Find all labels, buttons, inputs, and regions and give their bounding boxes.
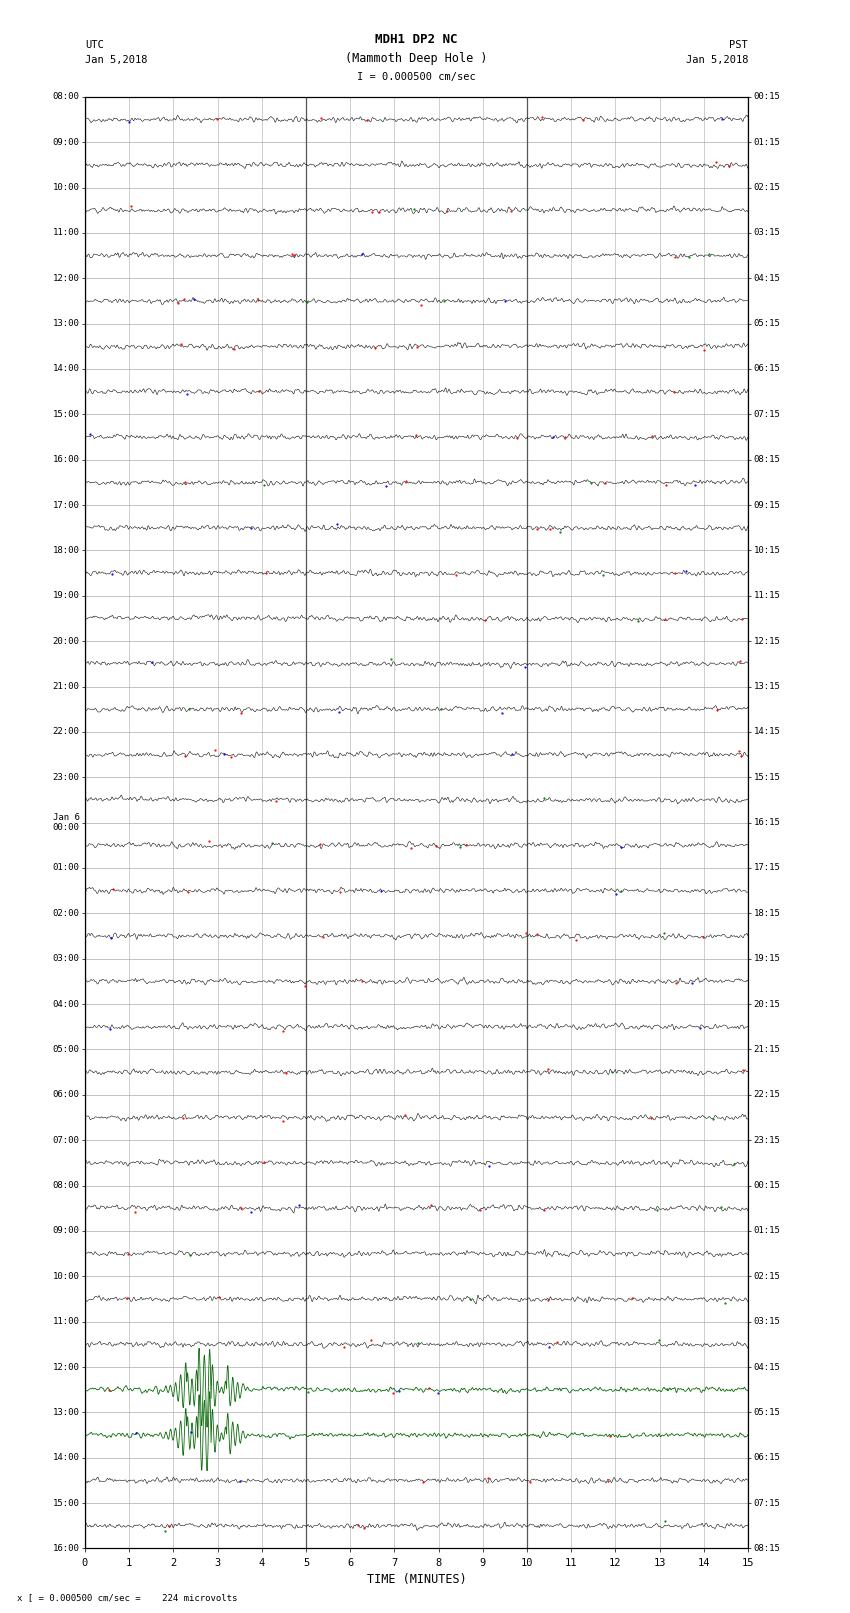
Text: Jan 5,2018: Jan 5,2018 (685, 55, 748, 65)
Text: UTC: UTC (85, 40, 104, 50)
Text: MDH1 DP2 NC: MDH1 DP2 NC (375, 32, 458, 47)
X-axis label: TIME (MINUTES): TIME (MINUTES) (366, 1573, 467, 1586)
Text: (Mammoth Deep Hole ): (Mammoth Deep Hole ) (345, 52, 488, 65)
Text: x [ = 0.000500 cm/sec =    224 microvolts: x [ = 0.000500 cm/sec = 224 microvolts (17, 1594, 237, 1602)
Text: I = 0.000500 cm/sec: I = 0.000500 cm/sec (357, 73, 476, 82)
Text: Jan 5,2018: Jan 5,2018 (85, 55, 148, 65)
Text: PST: PST (729, 40, 748, 50)
